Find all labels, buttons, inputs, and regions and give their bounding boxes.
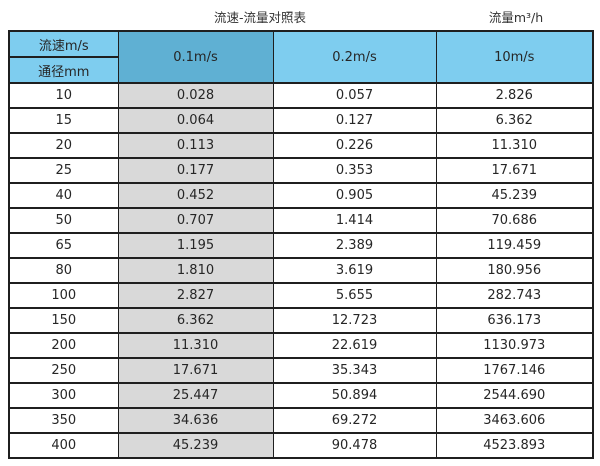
table-row: 25 0.177 0.353 17.671 xyxy=(8,157,594,184)
flow-value-cell: 34.636 xyxy=(117,407,274,434)
flow-value-cell: 45.239 xyxy=(435,182,594,209)
flow-rate-table: 流速m/s 0.1m/s 0.2m/s 10m/s 通径mm 10 0.028 0.… xyxy=(8,30,594,459)
flow-value-cell: 11.310 xyxy=(117,332,274,359)
diameter-cell: 65 xyxy=(8,232,119,259)
table-row: 10 0.028 0.057 2.826 xyxy=(8,82,594,109)
flow-value-cell: 50.894 xyxy=(272,382,437,409)
flow-value-cell: 636.173 xyxy=(435,307,594,334)
flow-value-cell: 2.826 xyxy=(435,82,594,109)
flow-value-cell: 0.226 xyxy=(272,132,437,159)
flow-value-cell: 6.362 xyxy=(117,307,274,334)
flow-value-cell: 17.671 xyxy=(117,357,274,384)
diameter-cell: 25 xyxy=(8,157,119,184)
flow-value-cell: 3463.606 xyxy=(435,407,594,434)
diameter-cell: 15 xyxy=(8,107,119,134)
table-body: 10 0.028 0.057 2.826 15 0.064 0.127 6.362 20 0.11… xyxy=(8,82,594,459)
table-row: 350 34.636 69.272 3463.606 xyxy=(8,407,594,434)
flow-value-cell: 0.028 xyxy=(117,82,274,109)
flow-value-cell: 69.272 xyxy=(272,407,437,434)
diameter-cell: 300 xyxy=(8,382,119,409)
diameter-cell: 100 xyxy=(8,282,119,309)
flow-value-cell: 5.655 xyxy=(272,282,437,309)
table-row: 250 17.671 35.343 1767.146 xyxy=(8,357,594,384)
table-row: 100 2.827 5.655 282.743 xyxy=(8,282,594,309)
flow-value-cell: 0.353 xyxy=(272,157,437,184)
velocity-header-0.1: 0.1m/s xyxy=(117,30,274,84)
flow-value-cell: 1.414 xyxy=(272,207,437,234)
title-row: 流速-流量对照表 流量m³/h xyxy=(0,4,600,26)
flow-value-cell: 0.113 xyxy=(117,132,274,159)
table-row: 80 1.810 3.619 180.956 xyxy=(8,257,594,284)
flow-value-cell: 0.177 xyxy=(117,157,274,184)
diameter-cell: 350 xyxy=(8,407,119,434)
flow-value-cell: 90.478 xyxy=(272,432,437,459)
flow-value-cell: 25.447 xyxy=(117,382,274,409)
flow-value-cell: 2544.690 xyxy=(435,382,594,409)
table-row: 50 0.707 1.414 70.686 xyxy=(8,207,594,234)
diameter-cell: 10 xyxy=(8,82,119,109)
diameter-cell: 40 xyxy=(8,182,119,209)
diameter-cell: 20 xyxy=(8,132,119,159)
table-header: 流速m/s 0.1m/s 0.2m/s 10m/s 通径mm xyxy=(8,30,594,84)
flow-value-cell: 12.723 xyxy=(272,307,437,334)
diameter-cell: 200 xyxy=(8,332,119,359)
flow-value-cell: 1130.973 xyxy=(435,332,594,359)
table-row: 20 0.113 0.226 11.310 xyxy=(8,132,594,159)
table-row: 65 1.195 2.389 119.459 xyxy=(8,232,594,259)
flow-value-cell: 180.956 xyxy=(435,257,594,284)
flow-value-cell: 11.310 xyxy=(435,132,594,159)
corner-cell-diameter: 通径mm xyxy=(8,56,119,84)
flow-value-cell: 4523.893 xyxy=(435,432,594,459)
velocity-header-0.2: 0.2m/s xyxy=(272,30,437,84)
table-row: 400 45.239 90.478 4523.893 xyxy=(8,432,594,459)
flow-value-cell: 2.389 xyxy=(272,232,437,259)
flow-value-cell: 17.671 xyxy=(435,157,594,184)
flow-value-cell: 2.827 xyxy=(117,282,274,309)
diameter-cell: 150 xyxy=(8,307,119,334)
diameter-cell: 80 xyxy=(8,257,119,284)
flow-value-cell: 0.127 xyxy=(272,107,437,134)
table-row: 150 6.362 12.723 636.173 xyxy=(8,307,594,334)
flow-value-cell: 0.057 xyxy=(272,82,437,109)
flow-value-cell: 22.619 xyxy=(272,332,437,359)
flow-value-cell: 6.362 xyxy=(435,107,594,134)
flow-unit-label: 流量m³/h xyxy=(488,10,544,25)
table-row: 200 11.310 22.619 1130.973 xyxy=(8,332,594,359)
flow-value-cell: 35.343 xyxy=(272,357,437,384)
table-row: 300 25.447 50.894 2544.690 xyxy=(8,382,594,409)
flow-value-cell: 0.905 xyxy=(272,182,437,209)
table-row: 40 0.452 0.905 45.239 xyxy=(8,182,594,209)
flow-value-cell: 1.810 xyxy=(117,257,274,284)
flow-value-cell: 45.239 xyxy=(117,432,274,459)
corner-cell-velocity: 流速m/s xyxy=(8,30,119,58)
flow-value-cell: 0.064 xyxy=(117,107,274,134)
flow-value-cell: 0.707 xyxy=(117,207,274,234)
flow-value-cell: 3.619 xyxy=(272,257,437,284)
diameter-cell: 250 xyxy=(8,357,119,384)
flow-value-cell: 70.686 xyxy=(435,207,594,234)
table-row: 15 0.064 0.127 6.362 xyxy=(8,107,594,134)
diameter-cell: 400 xyxy=(8,432,119,459)
flow-value-cell: 282.743 xyxy=(435,282,594,309)
flow-value-cell: 119.459 xyxy=(435,232,594,259)
flow-value-cell: 1.195 xyxy=(117,232,274,259)
velocity-header-10: 10m/s xyxy=(435,30,594,84)
page-title: 流速-流量对照表 xyxy=(213,10,306,25)
diameter-cell: 50 xyxy=(8,207,119,234)
flow-value-cell: 1767.146 xyxy=(435,357,594,384)
flow-value-cell: 0.452 xyxy=(117,182,274,209)
